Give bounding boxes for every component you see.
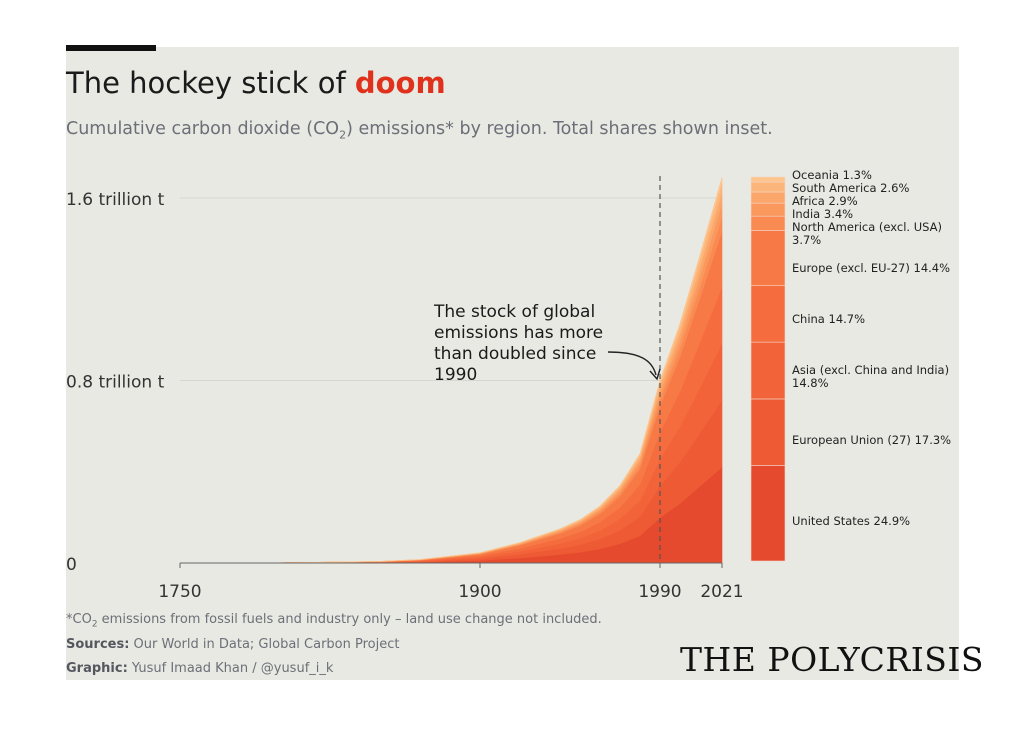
inset-segment-north-america-excl-usa- — [750, 215, 786, 231]
inset-segment-south-america — [750, 181, 786, 193]
inset-label-0: Oceania 1.3% — [792, 168, 872, 182]
sources-text: Our World in Data; Global Carbon Project — [129, 637, 400, 652]
brand-logo: THE POLYCRISIS — [680, 640, 985, 679]
area-oceania — [179, 177, 723, 564]
inset-segment-asia-excl-china-and-india- — [750, 341, 786, 400]
graphic-credit: Graphic: Yusuf Imaad Khan / @yusuf_i_k — [66, 661, 333, 676]
inset-label-1: South America 2.6% — [792, 181, 909, 195]
inset-segment-africa — [750, 191, 786, 204]
title-prefix: The hockey stick of — [66, 66, 355, 100]
x-tick-label-1900: 1900 — [458, 582, 501, 602]
inset-label-11: United States 24.9% — [792, 514, 910, 528]
subtitle-before: Cumulative carbon dioxide (CO — [66, 119, 340, 139]
annotation-line-2: than doubled since — [434, 344, 596, 364]
title-highlight: doom — [354, 66, 446, 100]
chart-subtitle: Cumulative carbon dioxide (CO2) emission… — [66, 119, 773, 142]
top-accent-bar — [66, 45, 156, 51]
inset-segment-europe-excl-eu-27- — [750, 230, 786, 286]
graphic-text: Yusuf Imaad Khan / @yusuf_i_k — [127, 661, 334, 676]
inset-label-6: Europe (excl. EU-27) 14.4% — [792, 261, 950, 275]
inset-segment-united-states — [750, 465, 786, 562]
x-tick-label-1750: 1750 — [158, 582, 201, 602]
footnote-before: *CO — [66, 612, 92, 627]
inset-label-10: European Union (27) 17.3% — [792, 433, 951, 447]
sources-label: Sources: — [66, 637, 130, 652]
subtitle-after: ) emissions* by region. Total shares sho… — [346, 119, 773, 139]
inset-label-8: Asia (excl. China and India) — [792, 363, 949, 377]
y-tick-label-2: 1.6 trillion t — [66, 190, 165, 210]
annotation-line-3: 1990 — [434, 365, 477, 385]
annotation-line-1: emissions has more — [434, 323, 603, 343]
footnote-after: emissions from fossil fuels and industry… — [97, 612, 602, 627]
inset-label-3: India 3.4% — [792, 207, 853, 221]
annotation-text: The stock of global emissions has more tha… — [433, 302, 603, 385]
annotation-arrowhead — [649, 368, 661, 381]
sources-line: Sources: Our World in Data; Global Carbo… — [66, 637, 399, 652]
chart-title: The hockey stick of doom — [66, 66, 446, 100]
subtitle-subscript: 2 — [339, 128, 347, 142]
footnote-subscript: 2 — [91, 619, 98, 630]
inset-segment-european-union-27- — [750, 398, 786, 466]
x-tick-label-1990: 1990 — [638, 582, 681, 602]
y-tick-label-1: 0.8 trillion t — [66, 373, 165, 393]
inset-label-5: 3.7% — [792, 233, 821, 247]
inset-label-4: North America (excl. USA) — [792, 220, 942, 234]
chart-card — [66, 47, 959, 680]
inset-label-2: Africa 2.9% — [792, 194, 858, 208]
footnote: *CO2 emissions from fossil fuels and ind… — [66, 612, 602, 630]
graphic-label: Graphic: — [66, 661, 128, 676]
x-tick-label-2021: 2021 — [700, 582, 743, 602]
inset-segment-india — [750, 202, 786, 217]
inset-label-9: 14.8% — [792, 376, 829, 390]
annotation-arrow — [607, 351, 657, 376]
annotation-line-0: The stock of global — [433, 302, 595, 322]
y-tick-label-0: 0 — [66, 555, 77, 575]
inset-label-7: China 14.7% — [792, 312, 865, 326]
inset-segment-oceania — [750, 176, 786, 183]
inset-segment-china — [750, 285, 786, 343]
